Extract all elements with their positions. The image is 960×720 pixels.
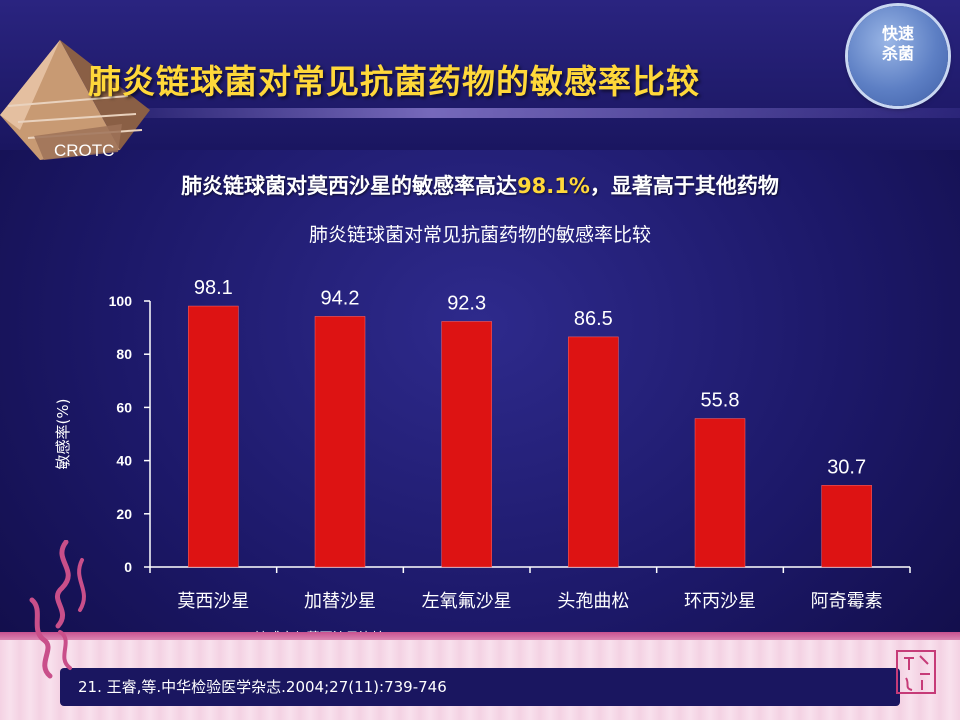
y-tick-label: 100 [109, 293, 133, 309]
category-label: 加替沙星 [304, 591, 376, 612]
seal-stamp [896, 650, 936, 694]
bar [441, 321, 492, 568]
title-underline [80, 108, 960, 118]
bar-value-label: 55.8 [701, 390, 740, 412]
subtitle-suffix: ，显著高于其他药物 [589, 174, 779, 198]
category-label: 环丙沙星 [684, 591, 756, 612]
category-label: 左氧氟沙星 [422, 591, 512, 612]
y-tick-label: 40 [116, 453, 132, 469]
badge-line-2: 杀菌 [881, 44, 914, 63]
quick-kill-badge: 快速 杀菌 [848, 6, 948, 106]
subtitle-prefix: 肺炎链球菌对莫西沙星的敏感率高达 [181, 174, 518, 198]
y-axis-title: 敏感率(%) [54, 399, 72, 470]
subtitle: 肺炎链球菌对莫西沙星的敏感率高达98.1%，显著高于其他药物 [0, 170, 960, 200]
bar [568, 336, 619, 568]
category-label: 阿奇霉素 [811, 591, 883, 612]
reference-box [60, 668, 900, 706]
bar-value-label: 30.7 [827, 456, 866, 478]
y-tick-label: 0 [124, 559, 132, 575]
bar-value-label: 86.5 [574, 308, 613, 330]
chart-title: 肺炎链球菌对常见抗菌药物的敏感率比较 [308, 224, 651, 246]
bar [188, 305, 239, 568]
logo-text: CROTC [54, 141, 114, 160]
bar [314, 316, 366, 568]
bar-value-label: 98.1 [194, 277, 233, 299]
badge-line-1: 快速 [881, 24, 914, 43]
bar-value-label: 92.3 [447, 292, 486, 314]
page-title: 肺炎链球菌对常见抗菌药物的敏感率比较 [88, 62, 700, 101]
category-label: 头孢曲松 [557, 591, 629, 612]
bar [694, 418, 746, 568]
bar [821, 485, 872, 568]
crotc-logo: CROTC [0, 40, 150, 160]
y-tick-label: 80 [116, 346, 132, 362]
y-tick-label: 20 [116, 506, 132, 522]
subtitle-highlight: 98.1% [517, 174, 590, 198]
bar-value-label: 94.2 [321, 287, 360, 309]
reference-citation: 21. 王睿,等.中华检验医学杂志.2004;27(11):739-746 [78, 678, 447, 696]
y-tick-label: 60 [116, 399, 132, 415]
category-label: 莫西沙星 [177, 591, 249, 612]
header-band [0, 0, 960, 150]
calligraphy-decoration [29, 540, 86, 679]
